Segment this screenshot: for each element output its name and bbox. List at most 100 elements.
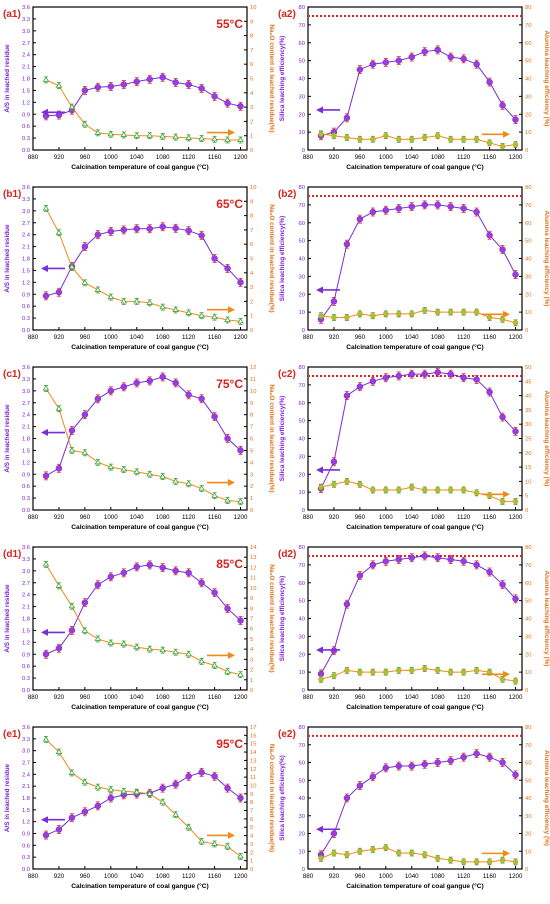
arrow-right-head xyxy=(228,651,235,659)
data-point xyxy=(369,773,377,780)
y2-tick-label: 6 xyxy=(250,437,253,443)
y2-tick-label: 2 xyxy=(250,119,253,125)
y2-tick-label: 50 xyxy=(525,239,531,245)
data-point xyxy=(395,57,402,64)
x-tick-label: 1160 xyxy=(483,694,497,701)
y-tick-label: 10 xyxy=(299,310,305,316)
x-tick-label: 1040 xyxy=(405,154,419,161)
data-point xyxy=(408,370,415,378)
x-tick-label: 1080 xyxy=(431,873,445,880)
y2-tick-label: 7 xyxy=(250,617,253,623)
y2-tick-label: 5 xyxy=(250,825,253,831)
y-tick-label: 50 xyxy=(299,419,305,425)
data-point xyxy=(159,303,167,310)
y-tick-label: 50 xyxy=(299,778,305,784)
x-axis-label: Calcination temperature of coal gangue (… xyxy=(346,523,483,531)
y2-tick-label: 3 xyxy=(250,657,253,663)
y-tick-label: 0.0 xyxy=(22,148,30,154)
y2-tick-label: 30 xyxy=(525,634,531,640)
y-tick-label: 30 xyxy=(299,454,305,460)
purple-series-line xyxy=(45,226,241,297)
data-point xyxy=(396,487,402,493)
data-point xyxy=(133,298,141,304)
y-axis-label: Silica leaching efficiency(%) xyxy=(279,216,286,302)
x-tick-label: 1080 xyxy=(156,873,170,880)
data-point xyxy=(107,228,115,235)
y-tick-label: 2.4 xyxy=(22,772,31,778)
purple-series-line xyxy=(45,564,241,655)
data-point xyxy=(395,205,402,212)
data-point xyxy=(146,132,154,138)
data-point xyxy=(486,78,493,86)
data-point xyxy=(224,668,231,674)
data-point xyxy=(357,136,363,143)
y-tick-label: 1.5 xyxy=(22,628,30,634)
y2-tick-label: 8 xyxy=(250,413,253,419)
arrow-right-head xyxy=(503,849,510,857)
y2-tick-label: 7 xyxy=(250,48,253,54)
chart-b1: 880 920 960 1000 1040 1080 1120 1160 1200Calcina… xyxy=(3,185,275,351)
y-tick-label: 3.3 xyxy=(22,197,30,203)
data-point xyxy=(146,561,153,569)
data-point xyxy=(421,487,428,493)
x-tick-label: 1160 xyxy=(483,514,497,521)
purple-series-line xyxy=(45,771,241,836)
data-point xyxy=(81,778,89,785)
data-point xyxy=(409,850,415,856)
y-tick-label: 0.6 xyxy=(22,304,30,310)
arrow-right-head xyxy=(228,306,235,314)
data-point xyxy=(172,567,179,575)
data-point xyxy=(434,309,441,315)
x-tick-label: 1040 xyxy=(130,154,144,161)
data-point xyxy=(408,203,415,210)
data-point xyxy=(344,134,350,141)
chart-c1: 880 920 960 1000 1040 1080 1120 1160 1200Calcina… xyxy=(3,365,275,531)
data-point xyxy=(331,481,337,488)
x-tick-label: 920 xyxy=(54,514,65,521)
data-point xyxy=(318,131,324,137)
y-tick-label: 30 xyxy=(299,94,305,100)
y-tick-label: 20 xyxy=(299,112,305,118)
data-point xyxy=(486,388,493,396)
arrow-left-head xyxy=(41,108,48,116)
y2-tick-label: 30 xyxy=(525,422,531,428)
data-point xyxy=(343,392,351,399)
data-point xyxy=(447,556,454,563)
panel-label: (c1) xyxy=(3,369,21,380)
y2-tick-label: 5 xyxy=(250,637,253,643)
arrow-right-head xyxy=(503,670,510,678)
y2-tick-label: 50 xyxy=(525,778,531,784)
y-tick-label: 2.7 xyxy=(22,221,30,227)
y-tick-label: 3.0 xyxy=(22,569,30,575)
y2-tick-label: 1 xyxy=(250,134,253,140)
y-tick-label: 2.4 xyxy=(22,413,31,419)
x-axis-label: Calcination temperature of coal gangue (… xyxy=(346,882,483,890)
y-tick-label: 0 xyxy=(302,328,305,334)
x-tick-label: 880 xyxy=(28,694,39,701)
data-point xyxy=(237,671,244,677)
data-point xyxy=(81,808,89,816)
data-point xyxy=(369,561,377,569)
data-point xyxy=(460,374,467,381)
x-tick-label: 1000 xyxy=(104,873,118,880)
y2-tick-label: 70 xyxy=(525,23,531,29)
data-point xyxy=(211,135,218,142)
orange-series-line xyxy=(320,480,516,502)
data-point xyxy=(434,667,441,674)
y-tick-label: 3.6 xyxy=(22,5,30,11)
temperature-label: 85°C xyxy=(216,557,243,571)
y2-tick-label: 12 xyxy=(250,767,256,773)
data-point xyxy=(94,802,102,810)
data-point xyxy=(120,640,128,647)
data-point xyxy=(55,748,63,755)
data-point xyxy=(159,373,166,381)
data-point xyxy=(383,132,389,139)
data-point xyxy=(94,581,102,588)
data-point xyxy=(42,76,50,82)
y-tick-label: 2.7 xyxy=(22,581,30,587)
y2-tick-label: 20 xyxy=(525,451,531,457)
data-point xyxy=(434,554,441,561)
orange-series-line xyxy=(320,133,516,147)
x-tick-label: 1120 xyxy=(182,873,196,880)
y2-axis-label: Na₂O content in leached residue(%) xyxy=(268,24,275,132)
